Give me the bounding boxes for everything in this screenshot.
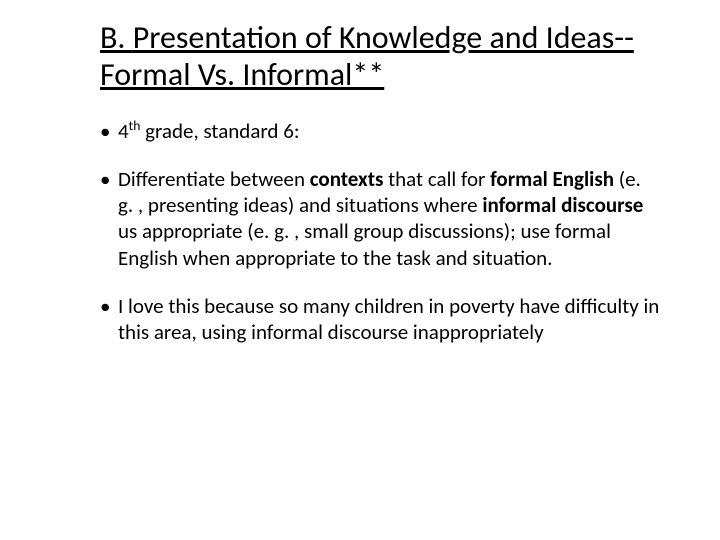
title-text: Presentation of Knowledge and Ideas--For… bbox=[100, 18, 634, 94]
list-item: 4th grade, standard 6: bbox=[100, 118, 660, 144]
list-item: Differentiate between contexts that call… bbox=[100, 166, 660, 271]
b2-bold3: informal discourse bbox=[482, 192, 643, 218]
b2-bold2: formal English bbox=[490, 166, 614, 192]
b2-bold1: contexts bbox=[310, 166, 384, 192]
slide-title: B. Presentation of Knowledge and Ideas--… bbox=[100, 20, 660, 94]
bullet1-sup: th bbox=[129, 117, 141, 134]
b2-t2: that call for bbox=[383, 166, 490, 192]
title-prefix: B. bbox=[100, 18, 133, 57]
b2-t1: Differentiate between bbox=[118, 166, 310, 192]
bullet1-post: grade, standard 6: bbox=[140, 118, 299, 144]
bullet3-text: I love this because so many children in … bbox=[118, 293, 659, 345]
list-item: I love this because so many children in … bbox=[100, 293, 660, 346]
bullet-list: 4th grade, standard 6: Differentiate bet… bbox=[100, 118, 660, 346]
b2-t4: us appropriate (e. g. , small group disc… bbox=[118, 218, 611, 270]
slide: B. Presentation of Knowledge and Ideas--… bbox=[0, 0, 720, 540]
bullet1-pre: 4 bbox=[118, 118, 129, 144]
